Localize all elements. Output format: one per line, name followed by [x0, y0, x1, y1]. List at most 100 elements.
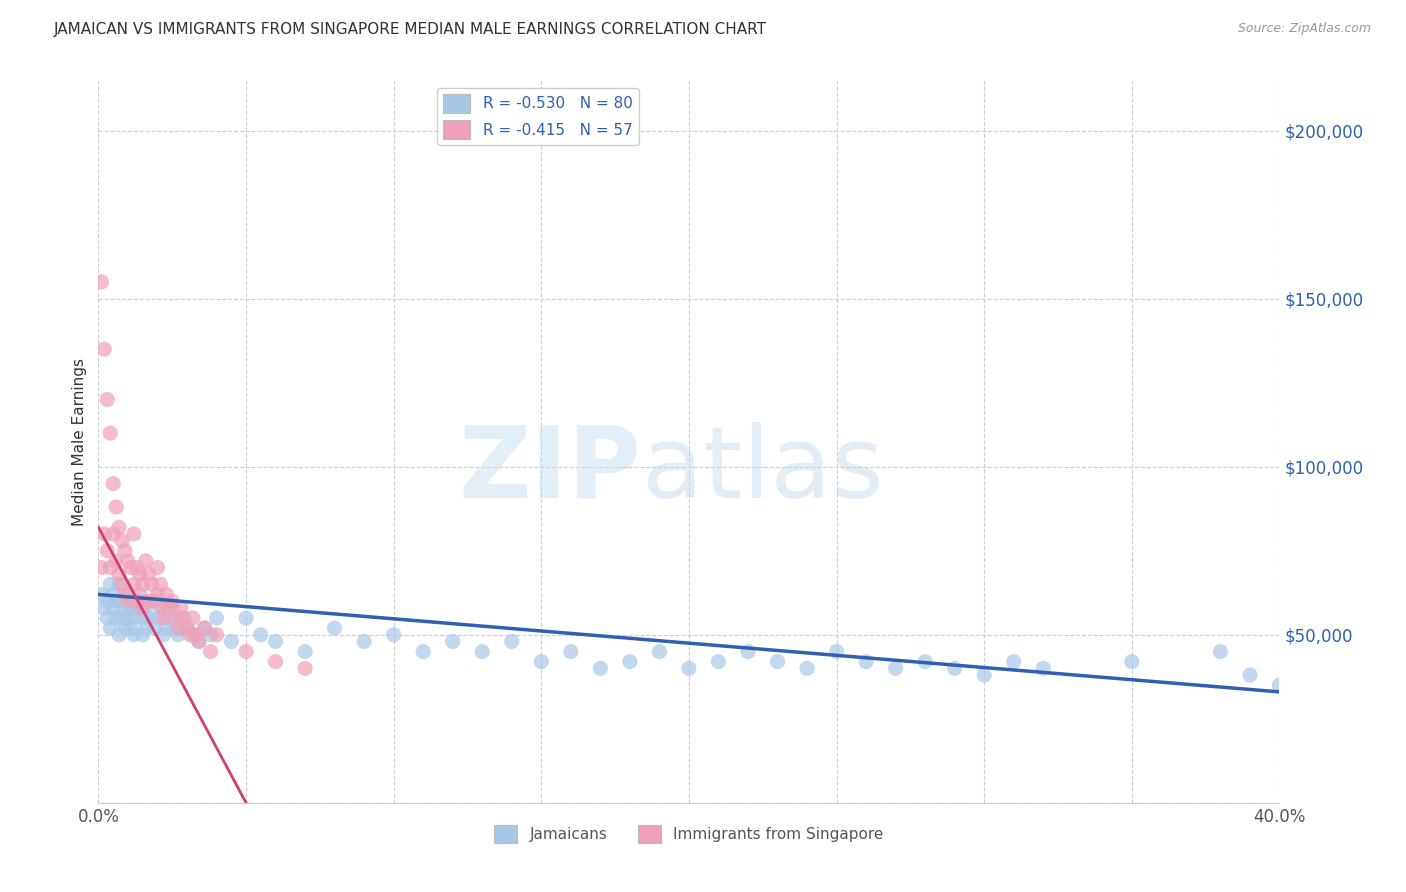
- Point: [1002, 655, 1025, 669]
- Point: [162, 600, 183, 615]
- Point: [530, 655, 553, 669]
- Point: [943, 661, 966, 675]
- Text: ZIP: ZIP: [458, 422, 641, 519]
- Point: [152, 600, 174, 615]
- Point: [132, 600, 155, 615]
- Point: [560, 644, 582, 658]
- Point: [146, 611, 169, 625]
- Point: [108, 577, 131, 591]
- Point: [120, 621, 142, 635]
- Point: [1121, 655, 1143, 669]
- Point: [323, 621, 346, 635]
- Point: [194, 621, 217, 635]
- Point: [235, 644, 257, 658]
- Point: [173, 611, 195, 625]
- Point: [105, 500, 128, 514]
- Point: [111, 533, 134, 548]
- Point: [93, 527, 115, 541]
- Point: [98, 426, 121, 441]
- Point: [766, 655, 789, 669]
- Point: [98, 560, 121, 574]
- Point: [157, 600, 180, 615]
- Point: [125, 560, 148, 574]
- Point: [128, 587, 150, 601]
- Point: [294, 661, 316, 675]
- Point: [138, 594, 160, 608]
- Point: [135, 621, 157, 635]
- Point: [114, 543, 136, 558]
- Point: [200, 628, 222, 642]
- Point: [111, 594, 134, 608]
- Point: [648, 644, 671, 658]
- Point: [170, 611, 193, 625]
- Point: [135, 600, 157, 615]
- Point: [200, 644, 222, 658]
- Point: [141, 577, 163, 591]
- Point: [96, 543, 118, 558]
- Point: [165, 611, 187, 625]
- Point: [294, 644, 316, 658]
- Point: [146, 587, 169, 601]
- Point: [117, 554, 139, 568]
- Point: [146, 560, 169, 574]
- Point: [176, 621, 198, 635]
- Point: [103, 587, 125, 601]
- Point: [179, 628, 201, 642]
- Point: [353, 634, 375, 648]
- Point: [155, 621, 177, 635]
- Point: [96, 611, 118, 625]
- Text: atlas: atlas: [641, 422, 883, 519]
- Point: [176, 621, 198, 635]
- Point: [90, 587, 112, 601]
- Point: [1032, 661, 1054, 675]
- Point: [117, 587, 139, 601]
- Point: [149, 600, 172, 615]
- Text: Source: ZipAtlas.com: Source: ZipAtlas.com: [1237, 22, 1371, 36]
- Point: [128, 567, 150, 582]
- Point: [412, 644, 434, 658]
- Point: [103, 527, 125, 541]
- Text: JAMAICAN VS IMMIGRANTS FROM SINGAPORE MEDIAN MALE EARNINGS CORRELATION CHART: JAMAICAN VS IMMIGRANTS FROM SINGAPORE ME…: [53, 22, 766, 37]
- Point: [152, 628, 174, 642]
- Point: [471, 644, 494, 658]
- Point: [90, 275, 112, 289]
- Point: [105, 554, 128, 568]
- Point: [122, 628, 145, 642]
- Point: [149, 577, 172, 591]
- Point: [1268, 678, 1291, 692]
- Point: [884, 661, 907, 675]
- Point: [187, 634, 209, 648]
- Point: [157, 611, 180, 625]
- Point: [167, 628, 190, 642]
- Point: [90, 560, 112, 574]
- Point: [138, 611, 160, 625]
- Point: [152, 611, 174, 625]
- Point: [105, 611, 128, 625]
- Point: [108, 567, 131, 582]
- Point: [114, 600, 136, 615]
- Point: [132, 611, 155, 625]
- Point: [1239, 668, 1261, 682]
- Point: [96, 594, 118, 608]
- Point: [737, 644, 759, 658]
- Point: [122, 611, 145, 625]
- Point: [108, 628, 131, 642]
- Point: [170, 600, 193, 615]
- Point: [138, 567, 160, 582]
- Point: [235, 611, 257, 625]
- Point: [98, 621, 121, 635]
- Point: [132, 628, 155, 642]
- Point: [264, 634, 287, 648]
- Y-axis label: Median Male Earnings: Median Male Earnings: [72, 358, 87, 525]
- Point: [205, 628, 228, 642]
- Point: [125, 594, 148, 608]
- Point: [125, 600, 148, 615]
- Point: [382, 628, 405, 642]
- Point: [96, 392, 118, 407]
- Point: [108, 520, 131, 534]
- Point: [143, 621, 166, 635]
- Point: [221, 634, 243, 648]
- Point: [111, 611, 134, 625]
- Point: [184, 628, 207, 642]
- Point: [181, 628, 204, 642]
